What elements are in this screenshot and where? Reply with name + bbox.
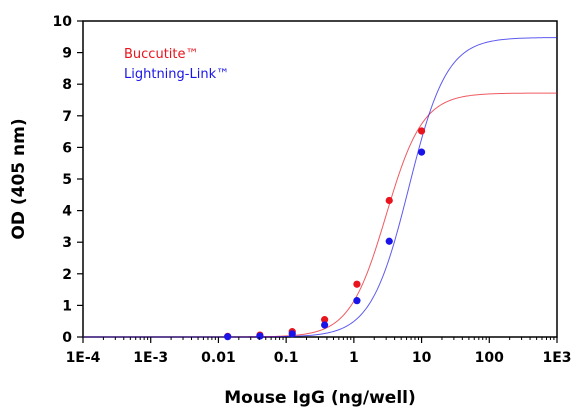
data-point-series-1	[256, 332, 264, 340]
x-tick-label: 0.01	[201, 350, 236, 366]
data-point-series-1	[321, 321, 329, 329]
data-points	[224, 127, 426, 341]
y-tick-label: 7	[62, 109, 72, 125]
data-point-series-1	[417, 148, 426, 156]
y-tick-label: 5	[62, 172, 72, 188]
x-axis-title: Mouse IgG (ng/well)	[224, 388, 416, 408]
x-tick-label: 1E-3	[133, 350, 168, 366]
y-tick-label: 2	[62, 267, 72, 283]
y-axis: 0 1 2 3 4 5 6 7 8 9 10	[53, 14, 83, 346]
x-tick-label: 0.1	[274, 350, 299, 366]
y-tick-label: 10	[53, 14, 73, 30]
data-point-series-0	[321, 316, 329, 324]
data-point-series-1	[385, 237, 393, 245]
data-point-series-0	[385, 196, 393, 205]
fit-curve-series-1	[83, 37, 558, 338]
legend: Buccutite™ Lightning-Link™	[124, 47, 229, 82]
data-point-series-0	[417, 127, 426, 135]
data-point-series-1	[224, 333, 232, 341]
y-tick-label: 0	[62, 330, 72, 346]
x-axis: 1E-4 1E-3 0.01 0.1 1 10 100 1E3	[66, 337, 572, 366]
fit-curves	[83, 37, 558, 338]
y-tick-label: 3	[62, 235, 72, 251]
data-point-series-1	[288, 330, 296, 338]
fit-curve-series-0	[83, 92, 557, 338]
x-tick-label: 10	[412, 350, 432, 366]
y-tick-label: 8	[62, 77, 72, 93]
y-tick-label: 4	[62, 204, 72, 220]
data-point-series-1	[353, 297, 361, 305]
y-tick-label: 1	[62, 298, 72, 314]
data-point-series-0	[353, 280, 361, 288]
x-tick-label: 1E-4	[66, 350, 101, 366]
legend-entry: Lightning-Link™	[124, 67, 229, 82]
y-axis-title: OD (405 nm)	[9, 118, 29, 239]
x-tick-label: 100	[475, 350, 504, 366]
y-tick-label: 6	[62, 140, 72, 156]
x-tick-label: 1E3	[542, 350, 571, 366]
y-tick-label: 9	[62, 46, 72, 62]
legend-entry: Buccutite™	[124, 47, 199, 62]
x-tick-label: 1	[349, 350, 359, 366]
